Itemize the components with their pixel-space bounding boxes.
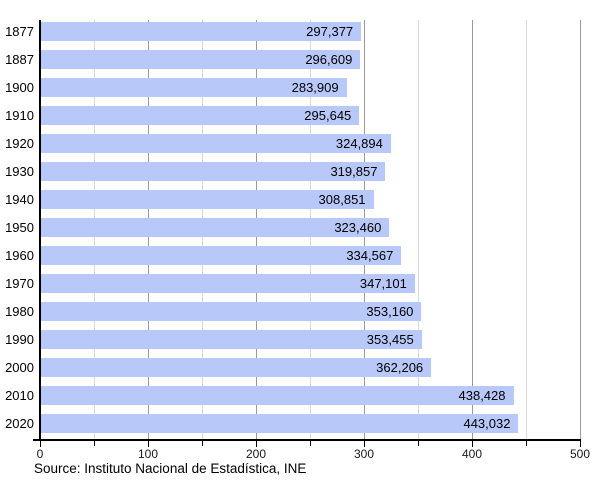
x-axis-tick (94, 441, 95, 446)
year-label: 1990 (5, 332, 34, 347)
year-label: 1980 (5, 304, 34, 319)
year-label: 2010 (5, 388, 34, 403)
bar-value-label: 362,206 (376, 360, 424, 375)
bar-value-label: 283,909 (291, 80, 339, 95)
x-axis-tick (310, 441, 311, 446)
x-axis-tick (526, 441, 527, 446)
source-caption: Source: Instituto Nacional de Estadístic… (34, 461, 307, 476)
minor-gridline (526, 20, 527, 440)
bar-value-label: 334,567 (346, 248, 394, 263)
bar: 362,206 (41, 358, 432, 377)
x-axis-tick (148, 441, 149, 447)
bar: 334,567 (41, 246, 402, 265)
bar-value-label: 443,032 (463, 416, 511, 431)
x-axis-tick-label: 100 (137, 447, 159, 461)
bar-value-label: 297,377 (306, 24, 354, 39)
bar: 323,460 (41, 218, 390, 237)
major-gridline (472, 20, 473, 440)
bar-value-label: 347,101 (359, 276, 407, 291)
year-label: 1960 (5, 248, 34, 263)
year-label: 1940 (5, 192, 34, 207)
bar-value-label: 438,428 (458, 388, 506, 403)
bar: 295,645 (41, 106, 360, 125)
x-axis-tick (472, 441, 473, 447)
year-label: 1877 (5, 24, 34, 39)
bar-value-label: 296,609 (305, 52, 353, 67)
bar-value-label: 353,455 (366, 332, 414, 347)
bar: 347,101 (41, 274, 415, 293)
year-label: 2000 (5, 360, 34, 375)
minor-gridline (418, 20, 419, 440)
x-axis-tick-label: 500 (569, 447, 591, 461)
bar: 283,909 (41, 78, 347, 97)
x-axis-tick (364, 441, 365, 447)
x-axis-tick-label: 400 (461, 447, 483, 461)
x-axis-tick (418, 441, 419, 446)
x-axis-tick (202, 441, 203, 446)
bar: 319,857 (41, 162, 386, 181)
bar-value-label: 295,645 (304, 108, 352, 123)
x-axis-tick (256, 441, 257, 447)
year-label: 2020 (5, 416, 34, 431)
bar: 353,160 (41, 302, 422, 321)
bar: 443,032 (41, 414, 519, 433)
y-axis-line (39, 20, 41, 441)
year-label: 1950 (5, 220, 34, 235)
x-axis-tick (40, 441, 41, 447)
year-label: 1920 (5, 136, 34, 151)
x-axis-tick-label: 0 (36, 447, 44, 461)
year-label: 1930 (5, 164, 34, 179)
year-label: 1900 (5, 80, 34, 95)
x-axis-tick-label: 300 (353, 447, 375, 461)
bar-value-label: 323,460 (334, 220, 382, 235)
x-axis-tick-label: 200 (245, 447, 267, 461)
year-label: 1910 (5, 108, 34, 123)
x-axis-tick (580, 441, 581, 447)
bar: 324,894 (41, 134, 391, 153)
year-label: 1970 (5, 276, 34, 291)
bar-value-label: 319,857 (330, 164, 378, 179)
bar: 308,851 (41, 190, 374, 209)
bar-value-label: 308,851 (318, 192, 366, 207)
bar: 353,455 (41, 330, 422, 349)
bar: 297,377 (41, 22, 362, 41)
bar: 296,609 (41, 50, 361, 69)
x-axis-line (33, 439, 581, 441)
year-label: 1887 (5, 52, 34, 67)
bar-value-label: 353,160 (366, 304, 414, 319)
major-gridline (580, 20, 581, 440)
bar: 438,428 (41, 386, 514, 405)
bar-value-label: 324,894 (335, 136, 383, 151)
